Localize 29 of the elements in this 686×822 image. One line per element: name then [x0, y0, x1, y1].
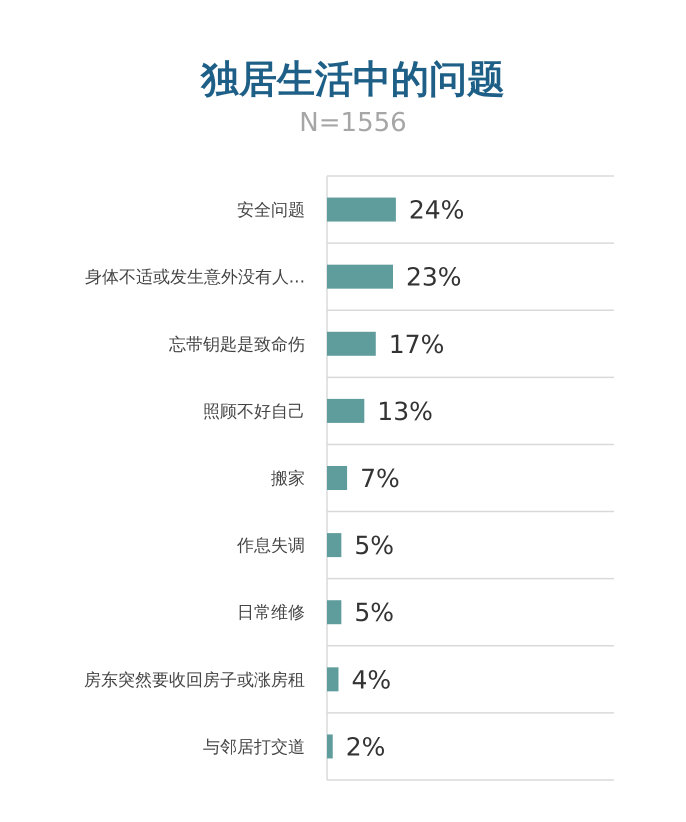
bar	[327, 667, 338, 692]
data-label: 17%	[388, 330, 444, 359]
chart-subtitle: N=1556	[299, 108, 407, 138]
y-tick-label: 忘带钥匙是致命伤	[169, 334, 305, 355]
data-label: 4%	[351, 665, 392, 694]
y-tick-label: 身体不适或发生意外没有人...	[84, 268, 305, 288]
y-tick-label: 作息失调	[236, 536, 305, 556]
y-tick-label: 搬家	[271, 469, 305, 489]
data-label: 24%	[408, 196, 464, 225]
data-label: 7%	[360, 464, 400, 493]
data-label: 2%	[346, 732, 386, 762]
y-tick-label: 照顾不好自己	[203, 402, 305, 422]
bar	[327, 533, 342, 558]
bar	[327, 398, 364, 423]
y-tick-label: 日常维修	[237, 603, 305, 624]
bar	[327, 198, 396, 222]
bar	[327, 734, 333, 758]
data-label: 23%	[406, 262, 462, 292]
data-label: 5%	[354, 531, 394, 560]
y-tick-label: 与邻居打交道	[203, 737, 305, 758]
bar	[327, 264, 394, 289]
data-label: 13%	[377, 396, 433, 426]
bar	[327, 600, 342, 624]
bar	[327, 332, 376, 356]
y-tick-label: 安全问题	[237, 200, 305, 221]
bar	[327, 466, 348, 490]
y-tick-label: 房东突然要收回房子或涨房租	[84, 670, 305, 690]
data-label: 5%	[354, 598, 394, 628]
chart-title: 独居生活中的问题	[200, 56, 505, 101]
